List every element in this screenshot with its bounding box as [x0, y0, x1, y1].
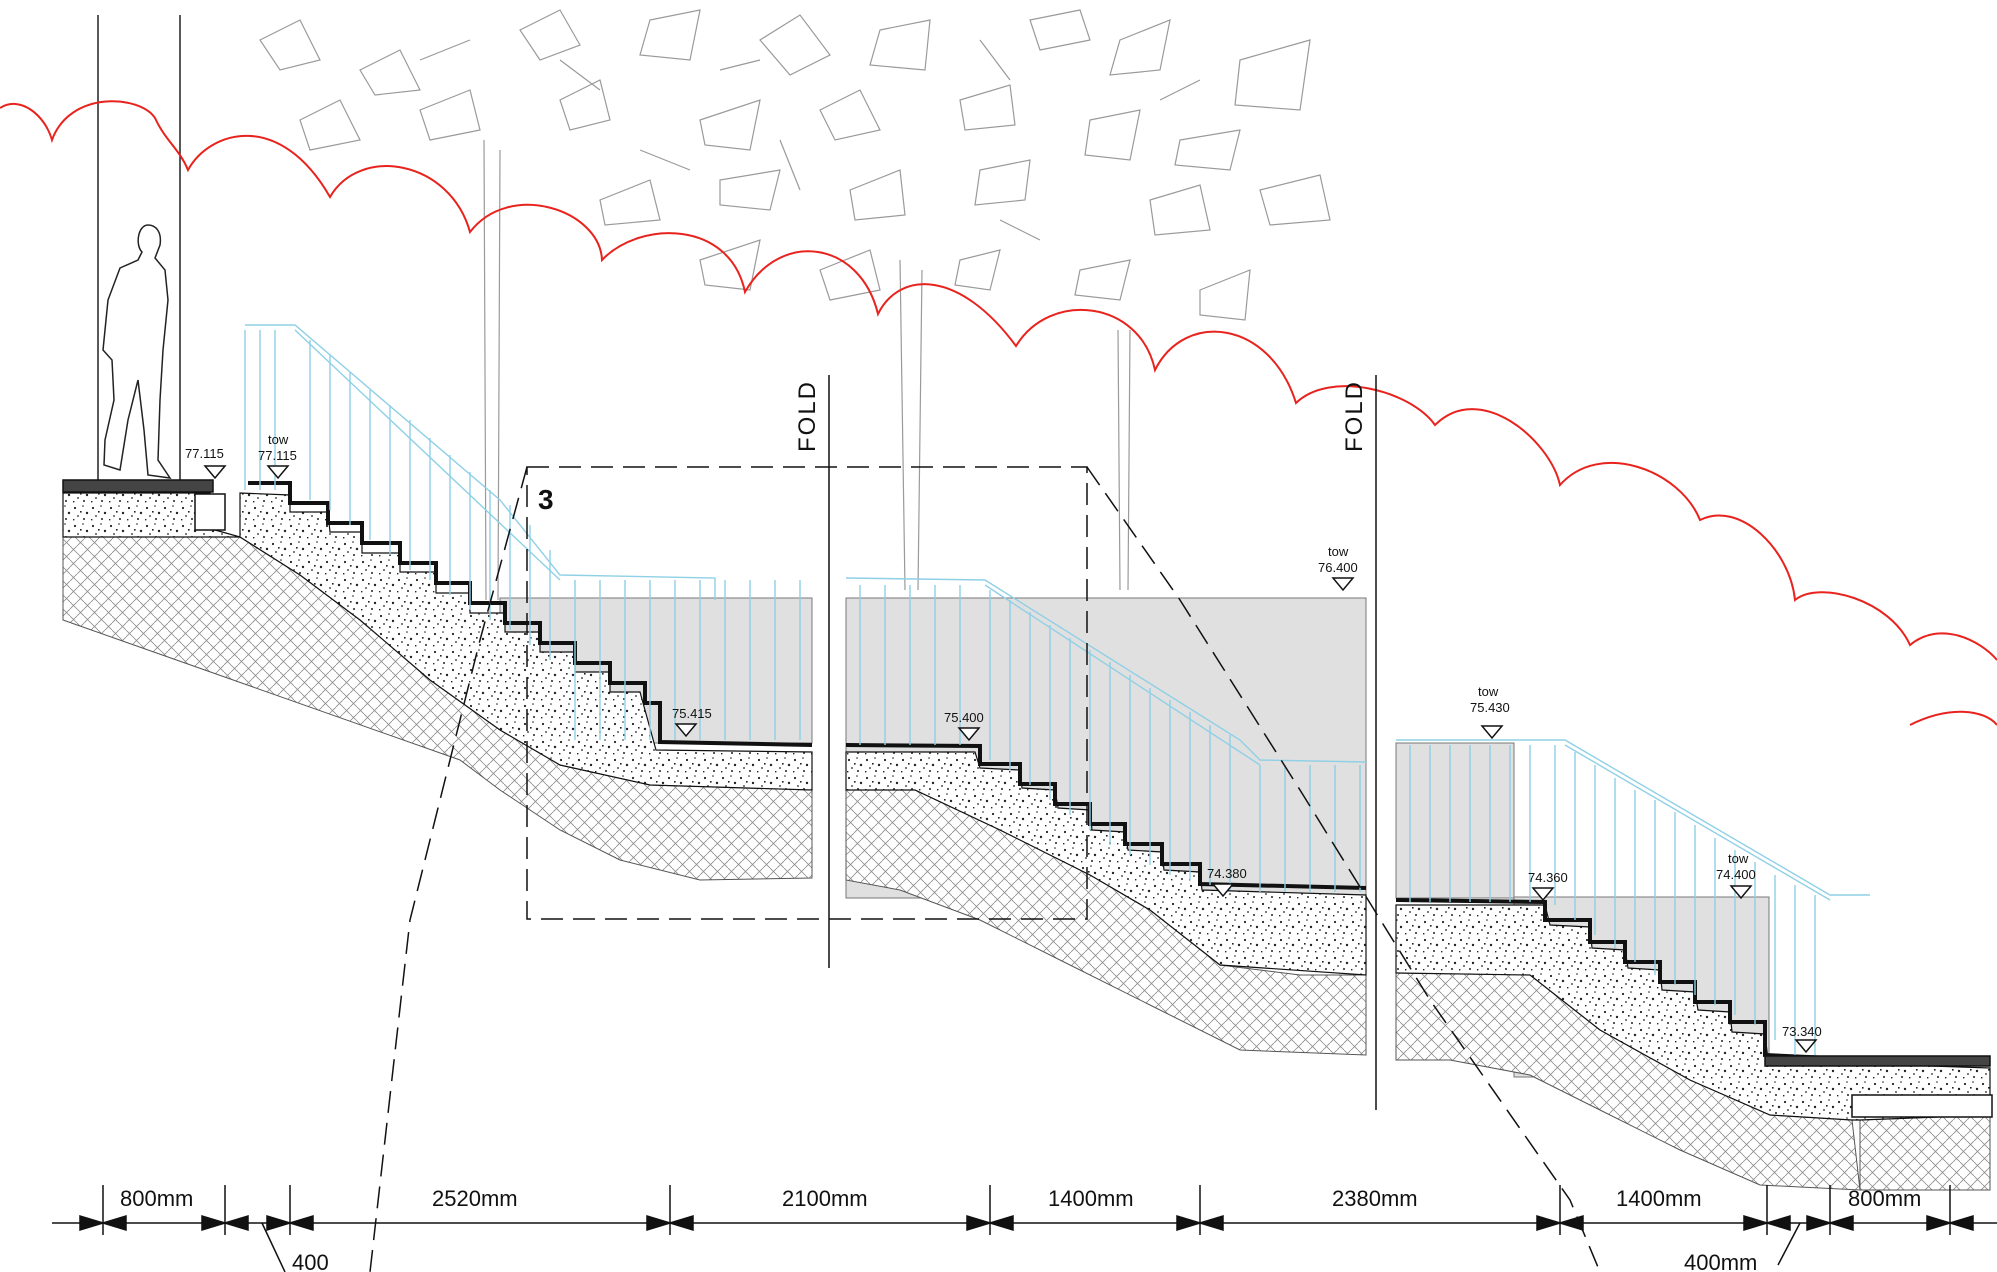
level-tow-low: 74.400 [1716, 867, 1756, 882]
fold-label-1: FOLD [794, 380, 821, 452]
dimension-label: 2100mm [782, 1186, 868, 1211]
fold-lines [828, 375, 1377, 1110]
dimension-label: 2520mm [432, 1186, 518, 1211]
level-triangle [1331, 577, 1355, 592]
level-triangle [1729, 885, 1753, 900]
dimension-label-small-left: 400 [292, 1250, 329, 1272]
level-triangle [1531, 887, 1555, 902]
railings [244, 324, 1870, 1055]
level-tow-top: 76.400 [1318, 560, 1358, 575]
tow-label: tow [1328, 544, 1349, 559]
level-triangle [203, 465, 227, 480]
tow-label: tow [1478, 684, 1499, 699]
dimension-label: 2380mm [1332, 1186, 1418, 1211]
dimension-label-small-right: 400mm [1684, 1250, 1757, 1272]
detail-callout [369, 466, 1601, 1272]
tree-sketch [259, 9, 1331, 601]
paving-strip [62, 479, 1993, 1118]
dimension-label: 800mm [1848, 1186, 1921, 1211]
tow-label: tow [1728, 851, 1749, 866]
level-triangle [957, 727, 981, 742]
level-top-left: 77.115 [185, 446, 224, 461]
detail-number: 3 [538, 484, 554, 515]
person-silhouette [97, 15, 181, 480]
dimension-label: 1400mm [1616, 1186, 1702, 1211]
level-landing-4: 74.360 [1528, 870, 1568, 885]
level-top-stair: 77.115 [258, 448, 297, 463]
level-triangle [266, 465, 290, 480]
tree-canopy-outline [0, 100, 1997, 726]
level-tow-mid: 75.430 [1470, 700, 1510, 715]
concrete-base [62, 492, 1991, 1121]
dimension-labels: 800mm 2520mm 2100mm 1400mm 2380mm 1400mm… [120, 1186, 1921, 1272]
level-markers [203, 465, 1818, 1054]
level-landing-1: 75.415 [672, 706, 712, 721]
level-labels: 77.115 tow 77.115 75.415 75.400 tow 76.4… [185, 432, 1822, 1039]
level-triangle [1211, 883, 1235, 898]
dimension-string [52, 1185, 1997, 1272]
tow-label: tow [268, 432, 289, 447]
dimension-label: 1400mm [1048, 1186, 1134, 1211]
fold-label-2: FOLD [1341, 380, 1368, 452]
dimension-label: 800mm [120, 1186, 193, 1211]
level-triangle [674, 723, 698, 738]
level-triangle [1794, 1039, 1818, 1054]
level-landing-3: 74.380 [1207, 866, 1247, 881]
level-bottom: 73.340 [1782, 1024, 1822, 1039]
level-landing-2: 75.400 [944, 710, 984, 725]
level-triangle [1480, 725, 1504, 740]
